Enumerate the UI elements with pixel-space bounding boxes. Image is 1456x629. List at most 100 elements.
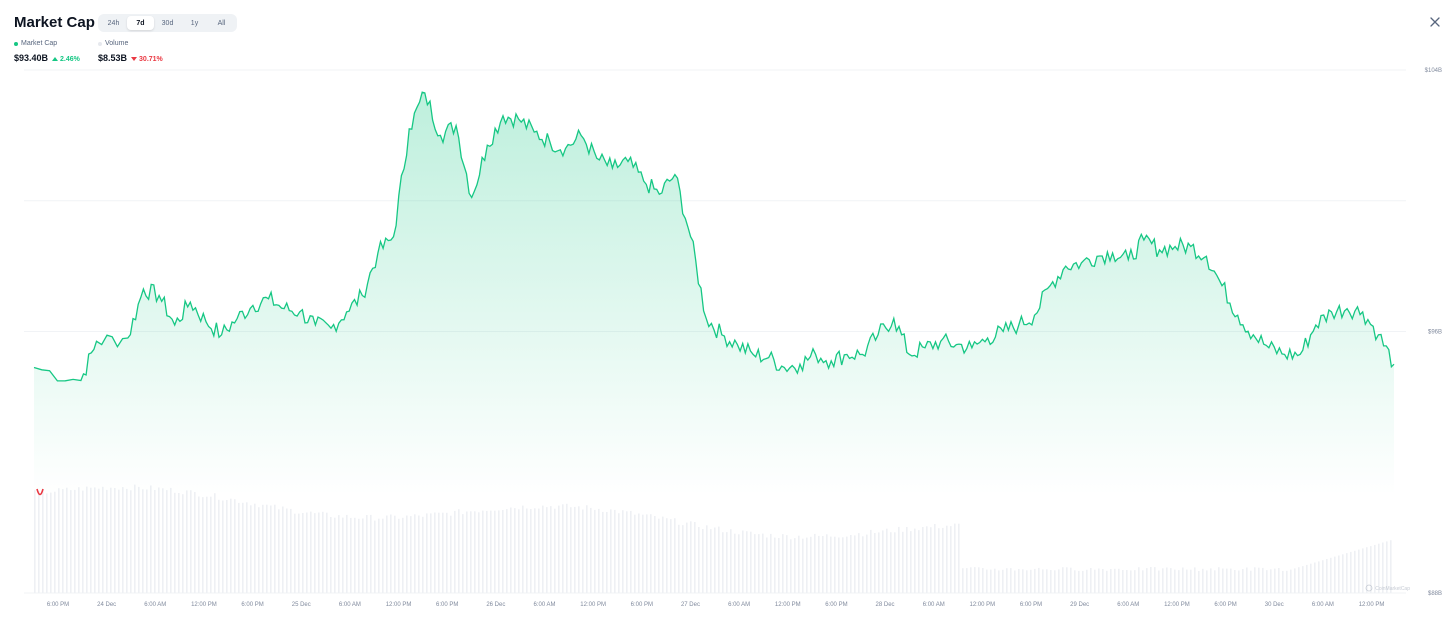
volume-bar: [442, 512, 444, 593]
volume-bar: [202, 497, 204, 593]
volume-bar: [918, 530, 920, 593]
volume-bar: [402, 517, 404, 593]
volume-bar: [198, 496, 200, 593]
volume-bar: [286, 508, 288, 593]
volume-bar: [550, 506, 552, 593]
volume-bar: [542, 505, 544, 593]
volume-bar: [750, 531, 752, 593]
volume-bar: [278, 509, 280, 593]
volume-bar: [1122, 570, 1124, 593]
x-tick-label: 6:00 AM: [923, 602, 945, 608]
volume-bar: [210, 496, 212, 593]
volume-bar: [218, 499, 220, 593]
volume-bar: [786, 535, 788, 593]
volume-bar: [146, 489, 148, 593]
tab-30d[interactable]: 30d: [161, 19, 174, 27]
range-tabs: 24h 7d 30d 1y All: [98, 14, 237, 32]
volume-bar: [1378, 543, 1380, 593]
volume-bar: [794, 538, 796, 593]
volume-bar: [702, 529, 704, 593]
volume-bar: [358, 518, 360, 593]
volume-bar: [1050, 570, 1052, 593]
volume-bar: [1158, 570, 1160, 593]
tab-7d[interactable]: 7d: [127, 16, 154, 30]
volume-bar: [1238, 570, 1240, 593]
volume-bar: [922, 527, 924, 593]
volume-bar: [1046, 569, 1048, 593]
volume-bar: [66, 487, 68, 593]
volume-bar: [1150, 567, 1152, 593]
volume-bar: [1330, 557, 1332, 593]
volume-bar: [1310, 563, 1312, 593]
volume-bar: [722, 532, 724, 593]
volume-bar: [938, 528, 940, 593]
volume-bar: [1246, 567, 1248, 593]
volume-bar: [230, 498, 232, 593]
volume-bar: [362, 518, 364, 593]
volume-bar: [306, 512, 308, 593]
volume-bar: [846, 536, 848, 593]
volume-bar: [926, 526, 928, 593]
volume-bar: [874, 533, 876, 593]
volume-bar: [682, 525, 684, 593]
volume-bar: [618, 513, 620, 593]
volume-bar: [1322, 560, 1324, 593]
volume-bar: [1342, 554, 1344, 593]
x-tick-label: 12:00 PM: [1164, 602, 1190, 608]
tab-1y[interactable]: 1y: [190, 19, 199, 27]
x-tick-label: 12:00 PM: [580, 602, 606, 608]
volume-bar: [586, 505, 588, 593]
volume-bar: [778, 538, 780, 593]
volume-bar: [1066, 567, 1068, 593]
x-tick-label: 25 Dec: [292, 602, 311, 608]
close-button[interactable]: [1428, 15, 1442, 29]
volume-bar: [554, 508, 556, 593]
volume-bar: [1334, 556, 1336, 593]
volume-bar: [978, 567, 980, 593]
volume-bar: [158, 487, 160, 593]
volume-bar: [114, 488, 116, 593]
volume-bar: [1302, 566, 1304, 593]
volume-bar: [810, 536, 812, 593]
volume-bar: [506, 509, 508, 593]
volume-bar: [1086, 569, 1088, 593]
volume-bar: [1278, 568, 1280, 593]
volume-bar: [562, 504, 564, 593]
tab-24h[interactable]: 24h: [107, 19, 120, 27]
volume-bar: [206, 496, 208, 593]
volume-bar: [1254, 567, 1256, 593]
volume-bar: [494, 510, 496, 593]
volume-bar: [1102, 569, 1104, 593]
x-tick-label: 27 Dec: [681, 602, 700, 608]
volume-bar: [666, 518, 668, 593]
volume-bar: [1042, 569, 1044, 593]
volume-bar: [1010, 568, 1012, 593]
volume-bar: [514, 508, 516, 593]
volume-bar: [502, 510, 504, 593]
volume-bar: [294, 513, 296, 593]
volume-bar: [258, 507, 260, 593]
volume-bar: [338, 515, 340, 593]
volume-bar: [1250, 570, 1252, 593]
volume-bar: [50, 492, 52, 593]
volume-bar: [782, 534, 784, 593]
volume-bar: [966, 568, 968, 593]
volume-bar: [1094, 569, 1096, 593]
volume-bar: [142, 489, 144, 593]
volume-change: 30.71%: [131, 56, 163, 63]
volume-bar: [474, 511, 476, 593]
x-tick-label: 29 Dec: [1070, 602, 1089, 608]
volume-bar: [690, 521, 692, 593]
volume-bar: [462, 514, 464, 593]
volume-bar: [430, 513, 432, 593]
volume-bar: [590, 507, 592, 593]
volume-bar: [866, 534, 868, 593]
volume-bar: [1006, 568, 1008, 593]
volume-bar: [350, 517, 352, 593]
tab-all[interactable]: All: [217, 19, 226, 27]
volume-bars: [34, 484, 1392, 593]
volume-bar: [126, 488, 128, 593]
y-tick-label: $88B: [1428, 591, 1442, 597]
volume-bar: [1090, 568, 1092, 593]
